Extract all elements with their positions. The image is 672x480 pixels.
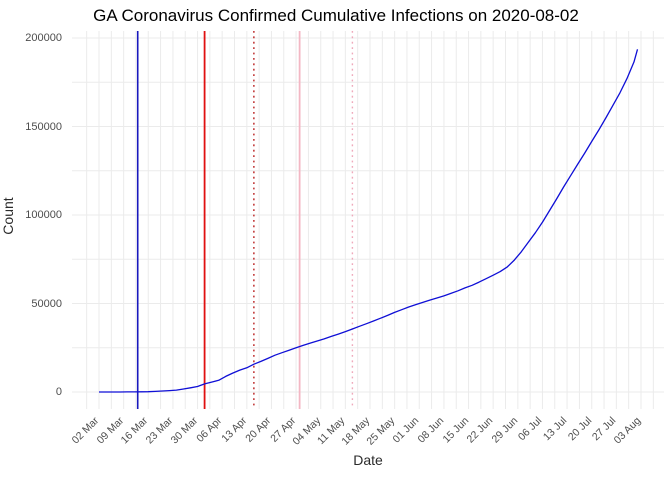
cumulative-confirmed-infections-curve	[99, 49, 639, 393]
y-tick-label: 0	[55, 386, 62, 398]
y-tick-label: 150000	[25, 120, 62, 133]
x-axis-title: Date	[353, 452, 383, 468]
chart-title: GA Coronavirus Confirmed Cumulative Infe…	[93, 6, 579, 25]
y-tick-label: 50000	[31, 297, 62, 310]
y-tick-label: 200000	[25, 32, 62, 44]
y-tick-label: 100000	[25, 209, 62, 221]
